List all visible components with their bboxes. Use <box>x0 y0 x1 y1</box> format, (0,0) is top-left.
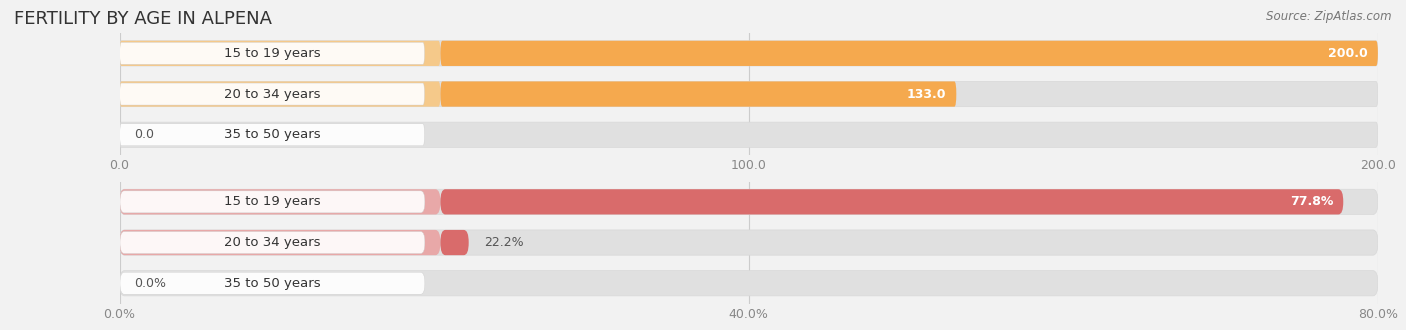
FancyBboxPatch shape <box>120 83 425 105</box>
FancyBboxPatch shape <box>120 189 1378 214</box>
FancyBboxPatch shape <box>440 189 1343 214</box>
FancyBboxPatch shape <box>120 191 425 213</box>
FancyBboxPatch shape <box>120 271 1378 296</box>
Text: 15 to 19 years: 15 to 19 years <box>224 47 321 60</box>
FancyBboxPatch shape <box>440 41 1378 66</box>
Text: 20 to 34 years: 20 to 34 years <box>224 236 321 249</box>
Text: 133.0: 133.0 <box>907 87 946 101</box>
Text: FERTILITY BY AGE IN ALPENA: FERTILITY BY AGE IN ALPENA <box>14 10 271 28</box>
FancyBboxPatch shape <box>120 230 1378 255</box>
FancyBboxPatch shape <box>120 82 440 107</box>
FancyBboxPatch shape <box>440 230 468 255</box>
Text: 22.2%: 22.2% <box>484 236 523 249</box>
Text: 15 to 19 years: 15 to 19 years <box>224 195 321 208</box>
Text: 0.0: 0.0 <box>135 128 155 141</box>
Text: 35 to 50 years: 35 to 50 years <box>224 277 321 290</box>
FancyBboxPatch shape <box>120 122 1378 148</box>
Text: 0.0%: 0.0% <box>135 277 166 290</box>
FancyBboxPatch shape <box>120 42 425 64</box>
FancyBboxPatch shape <box>120 82 1378 107</box>
FancyBboxPatch shape <box>120 189 440 214</box>
FancyBboxPatch shape <box>120 230 440 255</box>
Text: 200.0: 200.0 <box>1329 47 1368 60</box>
Text: 77.8%: 77.8% <box>1289 195 1333 208</box>
FancyBboxPatch shape <box>120 232 425 253</box>
Text: Source: ZipAtlas.com: Source: ZipAtlas.com <box>1267 10 1392 23</box>
FancyBboxPatch shape <box>120 41 440 66</box>
FancyBboxPatch shape <box>120 41 1378 66</box>
Text: 20 to 34 years: 20 to 34 years <box>224 87 321 101</box>
Text: 35 to 50 years: 35 to 50 years <box>224 128 321 141</box>
FancyBboxPatch shape <box>120 272 425 294</box>
FancyBboxPatch shape <box>120 124 425 146</box>
FancyBboxPatch shape <box>440 82 956 107</box>
